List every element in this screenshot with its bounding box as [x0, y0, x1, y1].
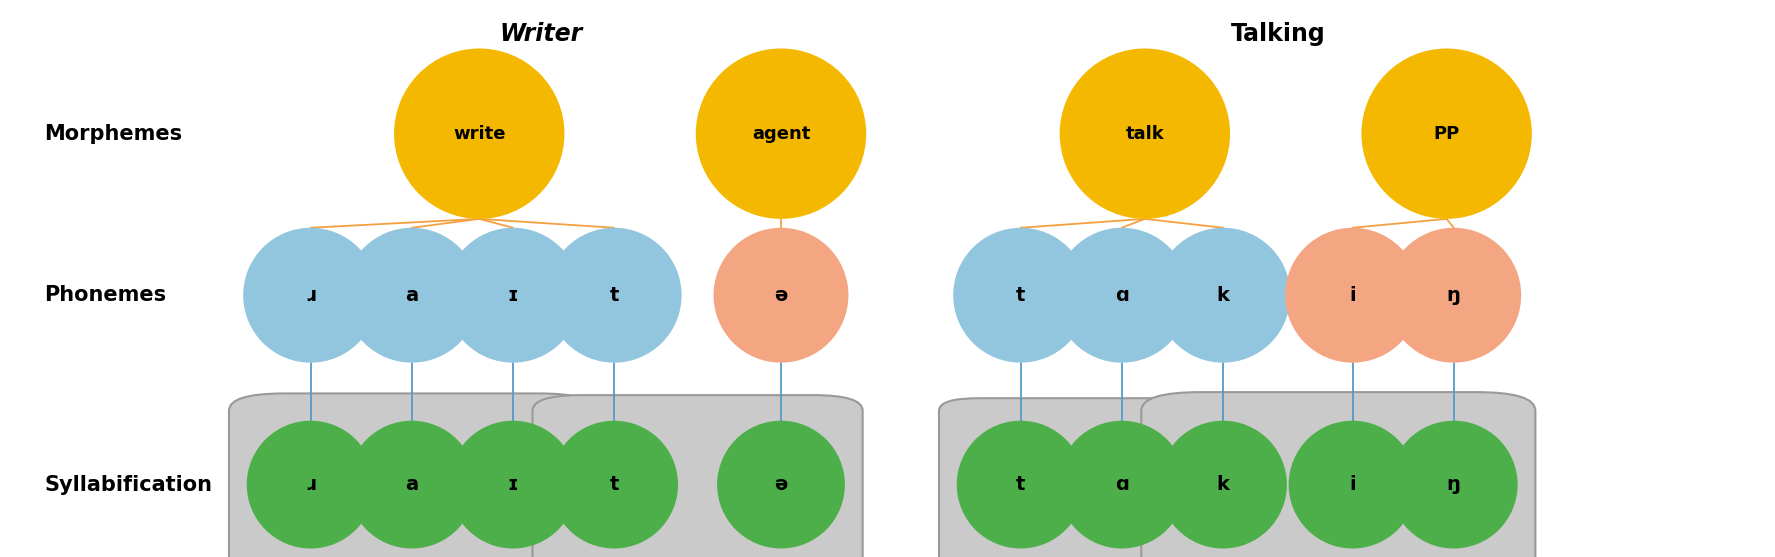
Text: ŋ: ŋ	[1447, 286, 1461, 305]
Text: Talking: Talking	[1230, 22, 1326, 46]
Ellipse shape	[1156, 228, 1290, 363]
Ellipse shape	[550, 421, 678, 549]
Text: ɹ: ɹ	[305, 286, 316, 305]
Text: Morphemes: Morphemes	[44, 124, 183, 144]
Ellipse shape	[344, 228, 479, 363]
Ellipse shape	[446, 228, 580, 363]
Ellipse shape	[1285, 228, 1420, 363]
Text: t: t	[609, 286, 619, 305]
Ellipse shape	[1054, 228, 1189, 363]
Ellipse shape	[1159, 421, 1287, 549]
FancyBboxPatch shape	[229, 393, 595, 557]
Text: agent: agent	[753, 125, 809, 143]
Text: k: k	[1216, 475, 1230, 494]
Ellipse shape	[696, 48, 866, 219]
Text: a: a	[405, 286, 419, 305]
FancyBboxPatch shape	[1141, 392, 1535, 557]
Text: i: i	[1349, 475, 1356, 494]
Text: ɑ: ɑ	[1115, 475, 1129, 494]
Ellipse shape	[348, 421, 476, 549]
Ellipse shape	[1386, 228, 1521, 363]
Ellipse shape	[717, 421, 845, 549]
Ellipse shape	[1390, 421, 1518, 549]
Ellipse shape	[547, 228, 682, 363]
Ellipse shape	[1289, 421, 1416, 549]
FancyBboxPatch shape	[532, 395, 863, 557]
Ellipse shape	[953, 228, 1088, 363]
Text: ə: ə	[774, 286, 788, 305]
Ellipse shape	[449, 421, 577, 549]
Ellipse shape	[243, 228, 378, 363]
FancyBboxPatch shape	[939, 398, 1203, 557]
Text: ə: ə	[774, 475, 788, 494]
Text: ŋ: ŋ	[1447, 475, 1461, 494]
Text: talk: talk	[1125, 125, 1164, 143]
Text: Phonemes: Phonemes	[44, 285, 167, 305]
Text: ɪ: ɪ	[508, 286, 518, 305]
Text: ɑ: ɑ	[1115, 286, 1129, 305]
Text: Writer: Writer	[501, 22, 582, 46]
Ellipse shape	[1361, 48, 1532, 219]
Text: t: t	[609, 475, 619, 494]
Ellipse shape	[957, 421, 1085, 549]
Ellipse shape	[247, 421, 375, 549]
Text: write: write	[453, 125, 506, 143]
Text: PP: PP	[1434, 125, 1459, 143]
Ellipse shape	[714, 228, 848, 363]
Text: Syllabification: Syllabification	[44, 475, 213, 495]
Text: ɪ: ɪ	[508, 475, 518, 494]
Ellipse shape	[394, 48, 564, 219]
Ellipse shape	[1058, 421, 1186, 549]
Text: ɹ: ɹ	[305, 475, 316, 494]
Text: t: t	[1015, 286, 1026, 305]
Text: k: k	[1216, 286, 1230, 305]
Text: t: t	[1015, 475, 1026, 494]
Text: a: a	[405, 475, 419, 494]
Ellipse shape	[1060, 48, 1230, 219]
Text: i: i	[1349, 286, 1356, 305]
